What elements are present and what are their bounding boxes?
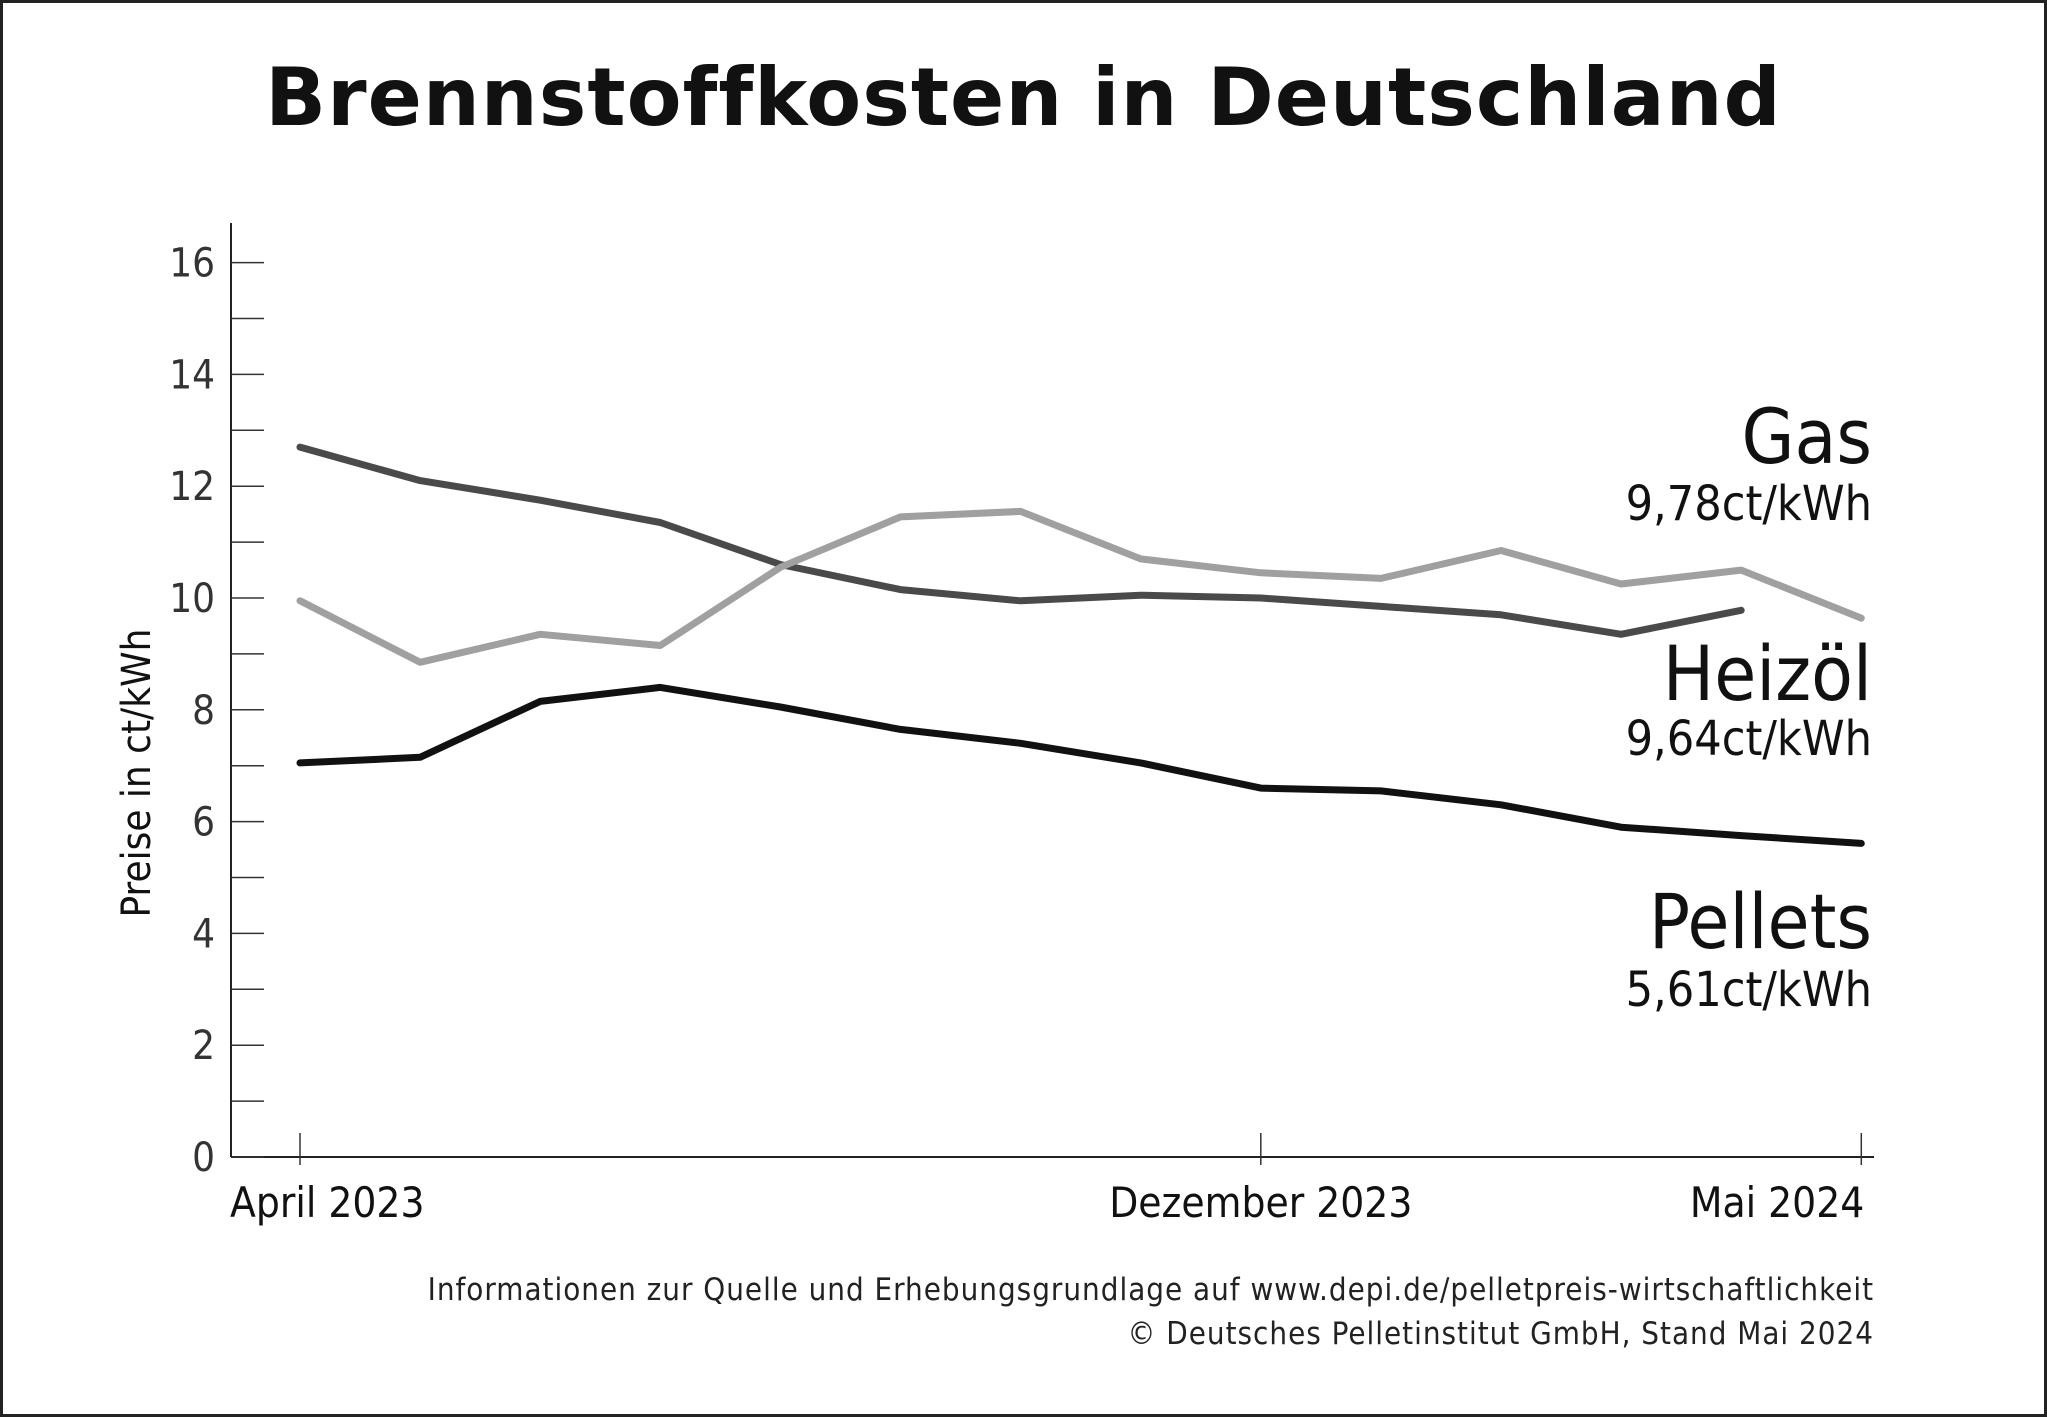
series-name-gas: Gas [1741,392,1872,481]
y-tick-label-6: 6 [192,800,215,846]
y-tick-label-12: 12 [169,464,215,510]
series-value-gas: 9,78ct/kWh [1626,476,1872,532]
series-labels: Gas 9,78ct/kWh Heizöl 9,64ct/kWh Pellets… [1626,392,1872,1018]
series-lines [296,443,1865,847]
series-line-gas [296,507,1865,666]
series-line-heizoel [296,443,1745,638]
series-line-pellets [296,683,1865,847]
copyright-note: © Deutsches Pelletinstitut GmbH, Stand M… [1127,1316,1874,1352]
y-axis-title: Preise in ct/kWh [114,629,160,918]
axes: 0 2 4 6 8 10 12 14 16 April 2023 Dezember 2023 Mai … [114,223,1874,1227]
y-tick-label-0: 0 [192,1135,215,1181]
series-value-heizoel: 9,64ct/kWh [1626,711,1872,767]
y-tick-label-8: 8 [192,688,215,734]
line-chart: 0 2 4 6 8 10 12 14 16 April 2023 Dezember 2023 Mai … [114,223,1874,1227]
y-tick-label-16: 16 [169,241,215,287]
series-name-pellets: Pellets [1649,877,1872,966]
x-tick-label: Mai 2024 [1690,1178,1864,1227]
y-tick-label-10: 10 [169,576,215,622]
y-tick-label-14: 14 [169,352,215,398]
source-note: Informationen zur Quelle und Erhebungsgr… [427,1272,1874,1308]
x-tick-label: April 2023 [230,1178,425,1227]
y-tick-label-4: 4 [192,911,215,957]
y-tick-label-2: 2 [192,1023,215,1069]
source-footer: Informationen zur Quelle und Erhebungsgr… [428,1268,1874,1356]
series-value-pellets: 5,61ct/kWh [1626,962,1872,1018]
chart-title: Brennstoffkosten in Deutschland [265,51,1782,144]
x-tick-label: Dezember 2023 [1109,1178,1412,1227]
series-name-heizoel: Heizöl [1663,629,1872,718]
